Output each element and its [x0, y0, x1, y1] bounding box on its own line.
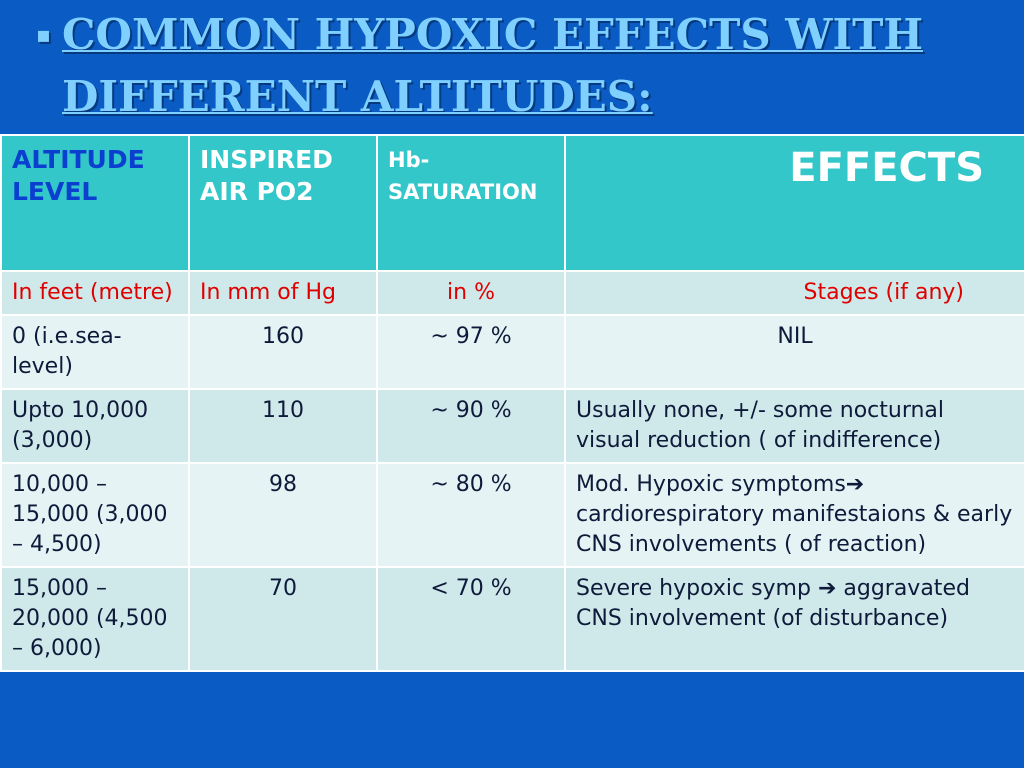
bullet-icon: ▪: [36, 22, 51, 48]
cell-altitude: 10,000 – 15,000 (3,000 – 4,500): [0, 462, 190, 568]
cell-altitude: 0 (i.e.sea-level): [0, 314, 190, 390]
cell-effects: Severe hypoxic symp ➔ aggravated CNS inv…: [564, 566, 1024, 672]
cell-altitude: 15,000 – 20,000 (4,500 – 6,000): [0, 566, 190, 672]
cell-effects: Mod. Hypoxic symptoms➔ cardiorespiratory…: [564, 462, 1024, 568]
cell-saturation: < 70 %: [376, 566, 566, 672]
altitude-effects-table: ALTITUDE LEVEL INSPIRED AIR PO2 Hb-SATUR…: [0, 134, 1024, 672]
units-hb-saturation: in %: [376, 270, 566, 316]
table-units-row: In feet (metre) In mm of Hg in % Stages …: [0, 270, 1024, 316]
cell-po2: 98: [188, 462, 378, 568]
header-altitude: ALTITUDE LEVEL: [0, 134, 190, 272]
cell-saturation: ~ 97 %: [376, 314, 566, 390]
header-inspired-air: INSPIRED AIR PO2: [188, 134, 378, 272]
table-row: Upto 10,000 (3,000) 110 ~ 90 % Usually n…: [0, 388, 1024, 464]
cell-po2: 110: [188, 388, 378, 464]
units-inspired-air: In mm of Hg: [188, 270, 378, 316]
cell-effects: NIL: [564, 314, 1024, 390]
slide-title-text: Common Hypoxic effects with different Al…: [62, 10, 924, 121]
cell-effects: Usually none, +/- some nocturnal visual …: [564, 388, 1024, 464]
cell-saturation: ~ 90 %: [376, 388, 566, 464]
slide-title: ▪ Common Hypoxic effects with different …: [36, 4, 1012, 128]
cell-po2: 70: [188, 566, 378, 672]
units-effects: Stages (if any): [564, 270, 1024, 316]
table-header-row: ALTITUDE LEVEL INSPIRED AIR PO2 Hb-SATUR…: [0, 134, 1024, 272]
table-row: 15,000 – 20,000 (4,500 – 6,000) 70 < 70 …: [0, 566, 1024, 672]
cell-saturation: ~ 80 %: [376, 462, 566, 568]
table-row: 10,000 – 15,000 (3,000 – 4,500) 98 ~ 80 …: [0, 462, 1024, 568]
cell-altitude: Upto 10,000 (3,000): [0, 388, 190, 464]
cell-po2: 160: [188, 314, 378, 390]
header-effects: EFFECTS: [564, 134, 1024, 272]
table-row: 0 (i.e.sea-level) 160 ~ 97 % NIL: [0, 314, 1024, 390]
units-altitude: In feet (metre): [0, 270, 190, 316]
header-hb-saturation: Hb-SATURATION: [376, 134, 566, 272]
